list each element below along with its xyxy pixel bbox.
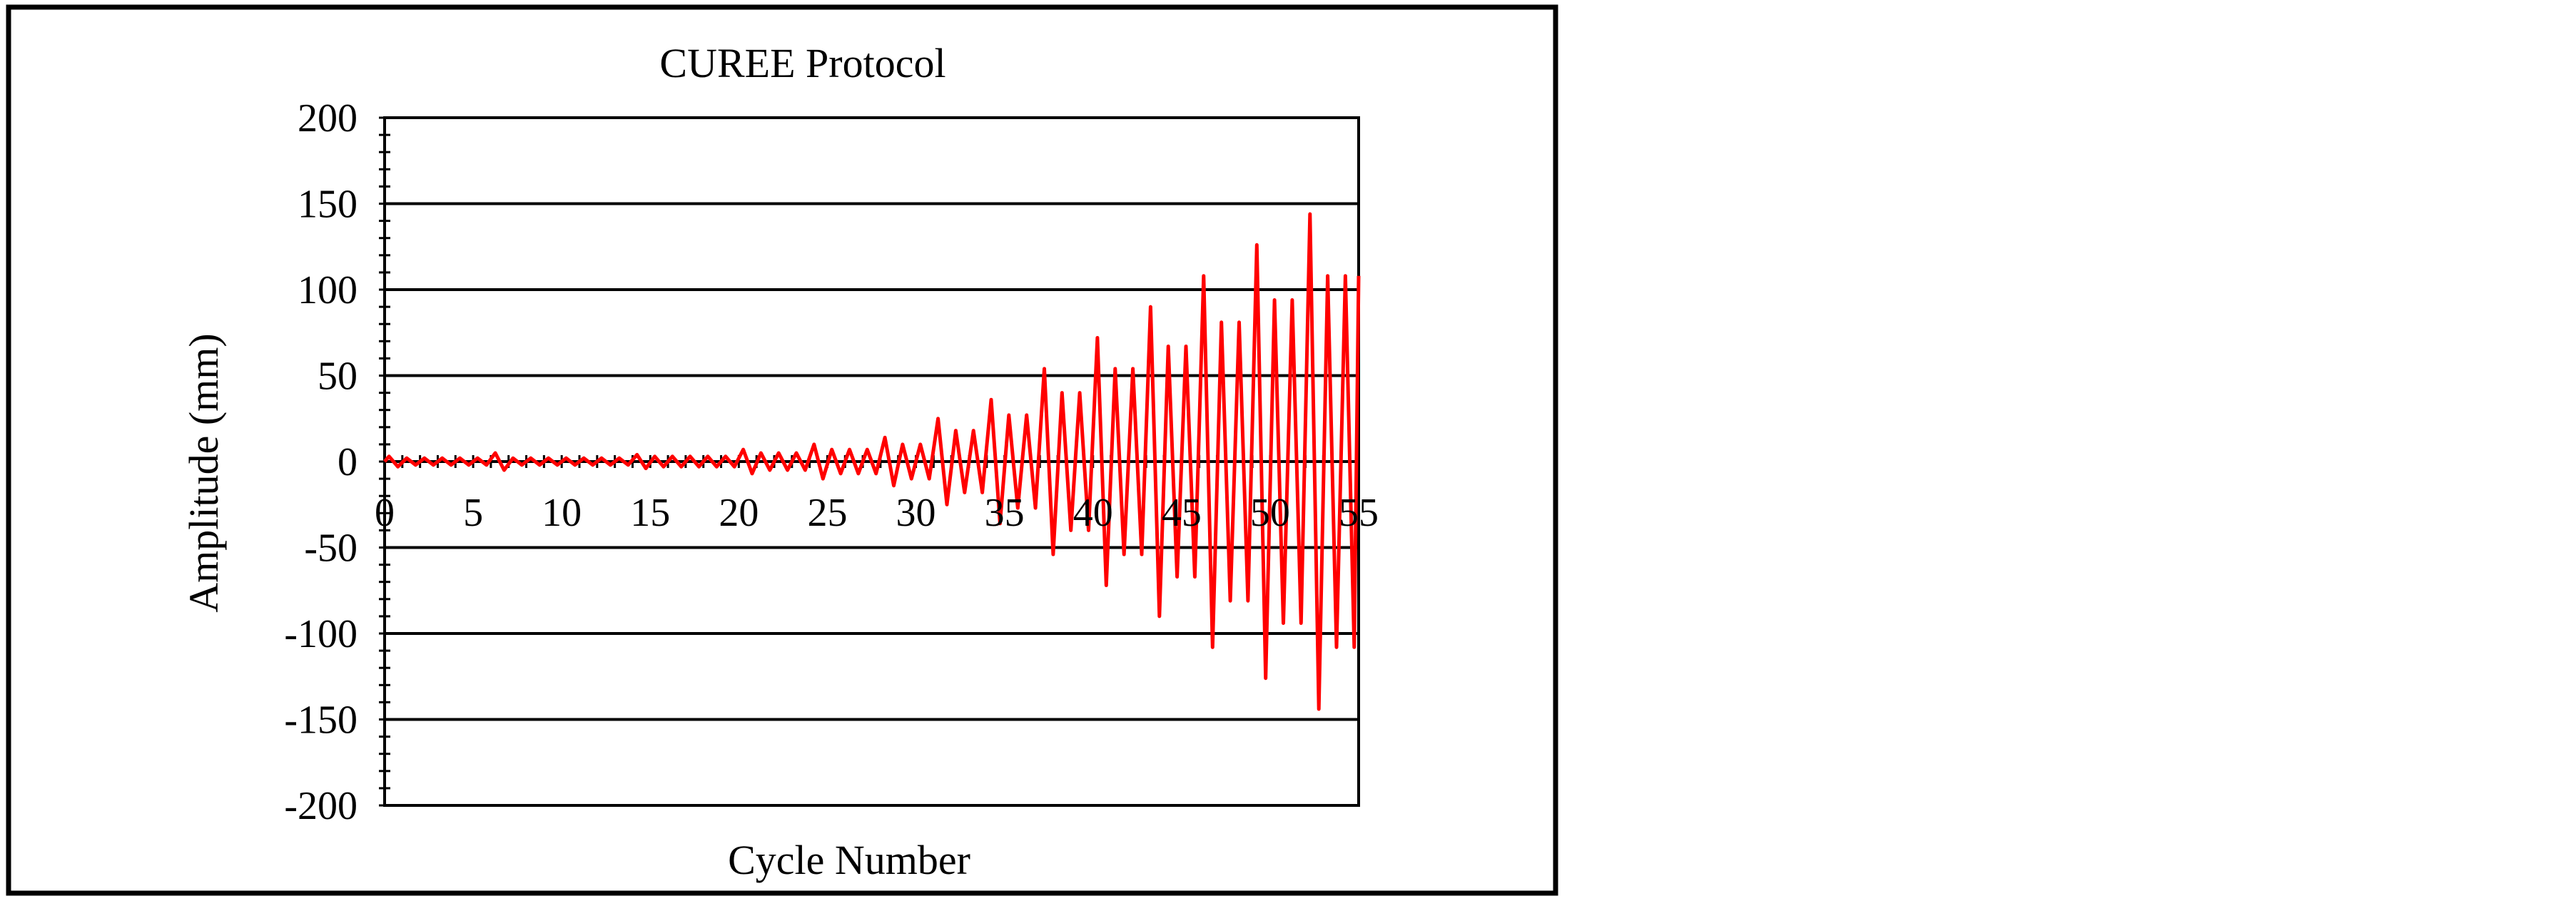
x-tick-label: 30 [896,491,936,535]
y-tick-label: 200 [298,96,358,141]
x-tick-label: 35 [985,491,1025,535]
series-line [383,212,1361,711]
x-tick-label: 0 [375,491,395,535]
chart-title: CUREE Protocol [659,40,945,86]
x-tick-label: 15 [630,491,670,535]
x-tick-label: 40 [1073,491,1113,535]
y-tick-labels: 200 150 100 50 0 -50 -100 -150 -200 [284,96,358,828]
y-tick-label: 150 [298,183,358,227]
chart-frame [6,4,1558,896]
x-axis-label: Cycle Number [728,837,970,883]
y-tick-label: -150 [284,698,358,743]
x-tick-label: 10 [542,491,582,535]
x-tick-label: 55 [1339,491,1379,535]
x-tick-label: 20 [719,491,759,535]
x-tick-label: 50 [1250,491,1290,535]
y-tick-label: 100 [298,268,358,312]
y-tick-label: 50 [318,355,358,399]
y-tick-label: -50 [304,526,358,571]
x-tick-labels: 0 5 10 15 20 25 30 35 40 45 50 55 [375,491,1379,535]
y-axis-label: Amplitude (mm) [181,333,227,612]
x-tick-label: 45 [1162,491,1202,535]
y-tick-label: -100 [284,612,358,656]
x-tick-label: 25 [807,491,847,535]
x-tick-label: 5 [463,491,483,535]
y-tick-label: -200 [284,784,358,828]
y-tick-label: 0 [338,440,358,484]
y-minor-ticks [379,116,390,807]
